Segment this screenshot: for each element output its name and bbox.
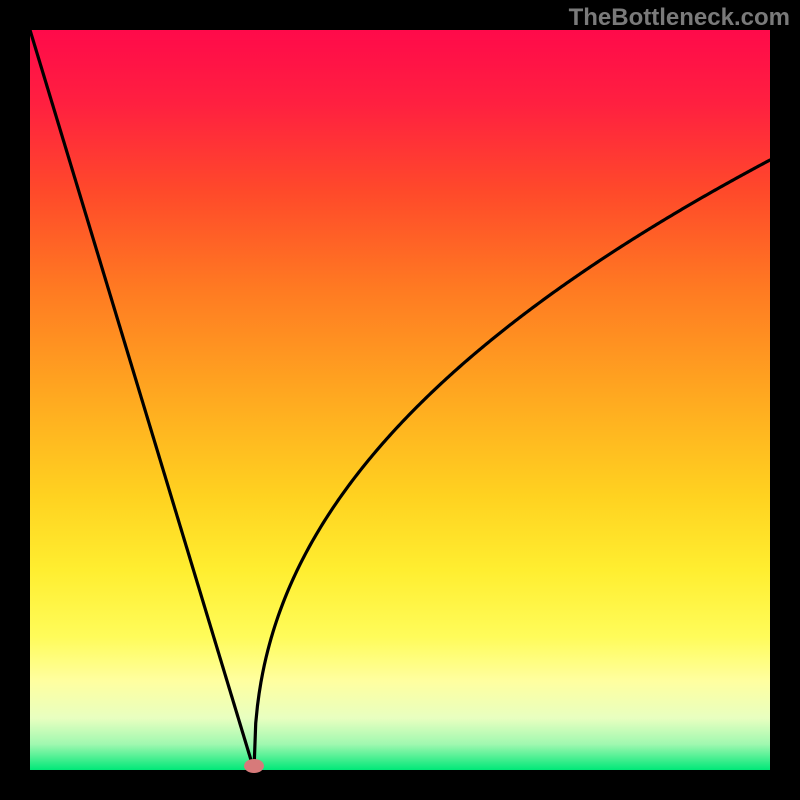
bottleneck-curve (0, 0, 800, 800)
vertex-marker (244, 759, 264, 773)
curve-path (30, 30, 770, 770)
watermark-text: TheBottleneck.com (569, 4, 790, 32)
chart-stage: TheBottleneck.com (0, 0, 800, 800)
